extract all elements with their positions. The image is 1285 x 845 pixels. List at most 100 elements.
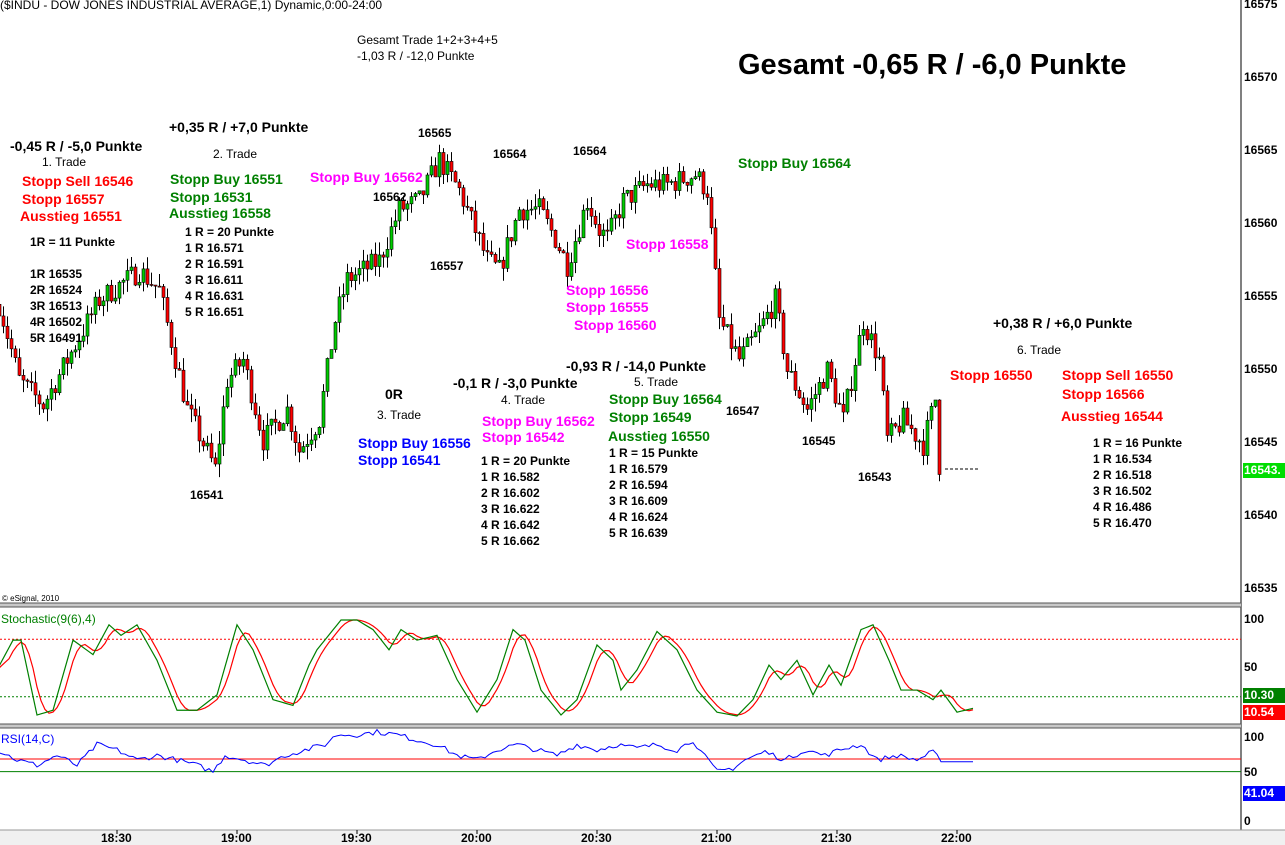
candle-down xyxy=(701,171,706,195)
price-label: 16557 xyxy=(430,259,464,273)
time-axis-bg xyxy=(0,830,1285,845)
trade5-stop: Stopp 16549 xyxy=(609,409,692,425)
target: 4 R 16.624 xyxy=(609,510,668,524)
candle-up xyxy=(661,174,666,191)
candle-down xyxy=(541,198,546,210)
candle-down xyxy=(9,338,14,350)
candle-down xyxy=(253,402,258,416)
candle-down xyxy=(97,296,102,307)
candle-up xyxy=(677,171,682,191)
rsi-title: RSI(14,C) xyxy=(1,732,55,746)
candle-up xyxy=(301,446,306,453)
trade6-targets: 1 R = 16 Punkte 1 R 16.534 2 R 16.518 3 … xyxy=(1093,435,1182,531)
candle-up xyxy=(101,300,106,307)
candle-up xyxy=(825,361,830,389)
candle-up xyxy=(437,152,442,178)
candle-down xyxy=(489,251,494,255)
target: 3R 16513 xyxy=(30,299,83,313)
candle-up xyxy=(773,288,778,320)
candle-down xyxy=(237,359,242,367)
candle-down xyxy=(729,324,734,349)
candle-up xyxy=(321,391,326,428)
trade4-label: 4. Trade xyxy=(501,393,546,407)
candle-down xyxy=(617,214,622,219)
candle-down xyxy=(465,205,470,208)
candle-down xyxy=(25,379,30,382)
annotation-stopp-buy-16564: Stopp Buy 16564 xyxy=(738,155,851,171)
candle-down xyxy=(13,348,18,358)
candle-up xyxy=(333,322,338,350)
candle-down xyxy=(173,347,178,369)
candle-down xyxy=(905,407,910,426)
candle-down xyxy=(913,428,918,442)
candle-up xyxy=(385,249,390,258)
candle-up xyxy=(753,331,758,338)
candle-down xyxy=(109,284,114,302)
rsi-line xyxy=(0,728,973,774)
candle-down xyxy=(549,218,554,231)
target: 2 R 16.518 xyxy=(1093,468,1152,482)
candle-down xyxy=(717,268,722,318)
candle-up xyxy=(137,282,142,286)
candle-up xyxy=(265,424,270,451)
candle-down xyxy=(777,288,782,314)
price-label: 16543 xyxy=(858,470,892,484)
candle-down xyxy=(501,259,506,269)
price-label: 16547 xyxy=(726,404,760,418)
price-axis-tick: 16550 xyxy=(1244,362,1278,376)
annotation-stopp-16555: Stopp 16555 xyxy=(566,299,649,315)
candle-up xyxy=(313,434,318,441)
candle-down xyxy=(649,183,654,188)
trade1-r-def: 1R = 11 Punkte xyxy=(30,235,116,249)
candle-down xyxy=(133,266,138,286)
candle-down xyxy=(89,313,94,316)
candle-down xyxy=(737,346,742,360)
candle-up xyxy=(889,423,894,436)
trade3-label: 3. Trade xyxy=(377,408,422,422)
target: 2 R 16.602 xyxy=(481,486,540,500)
candle-up xyxy=(61,357,66,375)
target: 4 R 16.631 xyxy=(185,289,244,303)
candle-up xyxy=(621,192,626,219)
time-axis-tick: 21:00 xyxy=(701,831,732,845)
candle-up xyxy=(901,407,906,433)
candle-down xyxy=(473,210,478,233)
candle-up xyxy=(85,313,90,337)
candle-up xyxy=(81,335,86,342)
candle-up xyxy=(417,190,422,194)
candle-down xyxy=(829,361,834,379)
target: 3 R 16.502 xyxy=(1093,484,1152,498)
candle-up xyxy=(233,359,238,376)
candle-down xyxy=(629,189,634,203)
time-axis-tick: 22:00 xyxy=(941,831,972,845)
rsi-value-tag: 41.04 xyxy=(1243,786,1285,801)
combined-result: -1,03 R / -12,0 Punkte xyxy=(357,49,475,63)
candle-down xyxy=(29,381,34,384)
candle-up xyxy=(129,266,134,271)
candle-up xyxy=(529,208,534,211)
candle-up xyxy=(121,279,126,283)
candle-down xyxy=(21,375,26,381)
price-axis-tick: 16555 xyxy=(1244,289,1278,303)
trade1-targets: 1R 16535 2R 16524 3R 16513 4R 16502 5R 1… xyxy=(30,266,82,346)
candle-up xyxy=(77,340,82,351)
price-label: 16564 xyxy=(493,147,527,161)
candle-up xyxy=(445,161,450,175)
candle-down xyxy=(841,404,846,413)
trade1-exit: Ausstieg 16551 xyxy=(20,208,122,224)
candle-down xyxy=(245,358,250,371)
candle-down xyxy=(833,378,838,404)
candle-up xyxy=(845,388,850,413)
trade5-result: -0,93 R / -14,0 Punkte xyxy=(566,358,707,374)
target: 2 R 16.594 xyxy=(609,478,668,492)
candle-down xyxy=(17,357,22,376)
candle-up xyxy=(765,311,770,320)
candle-up xyxy=(393,220,398,227)
target: 4 R 16.642 xyxy=(481,518,540,532)
rsi-axis-0: 0 xyxy=(1244,814,1251,828)
candle-down xyxy=(161,286,166,298)
time-axis-tick: 20:00 xyxy=(461,831,492,845)
candle-down xyxy=(349,272,354,281)
trade4-targets: 1 R = 20 Punkte 1 R 16.582 2 R 16.602 3 … xyxy=(481,453,570,549)
target: 5 R 16.470 xyxy=(1093,516,1152,530)
